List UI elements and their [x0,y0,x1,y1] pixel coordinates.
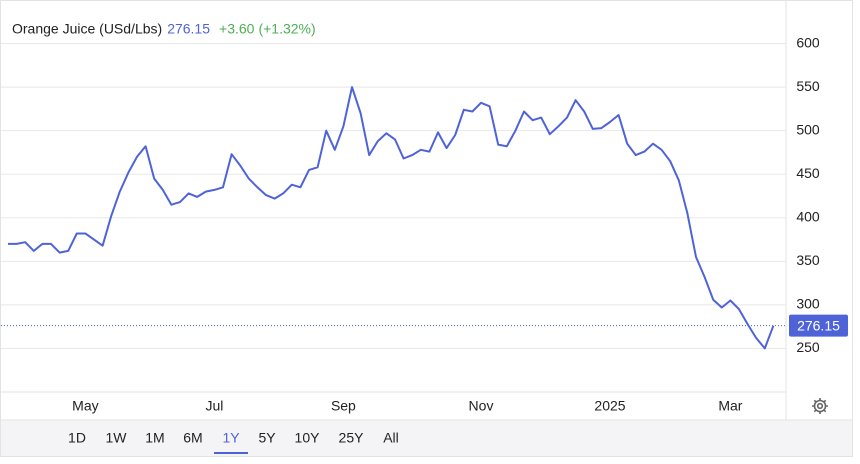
range-button[interactable]: 5Y [258,430,276,446]
y-tick-label: 450 [796,165,820,181]
range-button[interactable]: 10Y [295,430,321,446]
last-price: 276.15 [167,21,210,37]
last-price-label: 276.15 [797,317,840,333]
last-price-box [789,314,848,337]
y-tick-label: 500 [796,121,820,137]
x-tick-label: Sep [331,398,356,414]
range-button[interactable]: 1M [145,430,164,446]
y-tick-label: 550 [796,78,820,94]
price-change-pct: (+1.32%) [258,21,315,37]
price-change: +3.60 [219,21,255,37]
settings-icon[interactable] [812,398,828,414]
range-bar [1,420,852,456]
price-line [8,86,775,350]
x-tick-label: May [72,398,98,414]
x-tick-label: 2025 [594,398,625,414]
range-button[interactable]: 1D [68,430,86,446]
range-button[interactable]: 1Y [222,430,240,446]
range-button[interactable]: 6M [183,430,202,446]
y-tick-label: 400 [796,208,820,224]
range-button[interactable]: 25Y [339,430,365,446]
header: Orange Juice (USd/Lbs) 276.15 +3.60 (+1.… [12,21,316,37]
range-button[interactable]: 1W [106,430,128,446]
x-tick-label: Nov [469,398,494,414]
chart-frame [0,0,853,457]
range-button[interactable]: All [383,430,399,446]
x-tick-label: Mar [718,398,742,414]
y-tick-label: 600 [796,34,820,50]
y-tick-label: 350 [796,252,820,268]
y-tick-label: 250 [796,339,820,355]
chart-title: Orange Juice (USd/Lbs) [12,21,162,37]
x-tick-label: Jul [205,398,223,414]
y-tick-label: 300 [796,296,820,312]
